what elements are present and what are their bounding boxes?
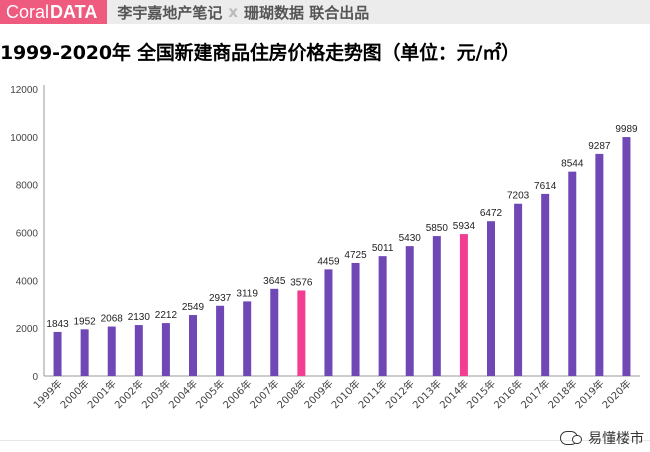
bar [405, 246, 414, 376]
bar [459, 234, 468, 376]
x-tick-label: 2002年 [112, 377, 146, 411]
x-tick-label: 2010年 [328, 377, 362, 411]
bar [297, 290, 306, 376]
bar [134, 325, 143, 376]
bar [270, 288, 279, 376]
y-tick-label: 0 [32, 372, 38, 383]
bar [541, 193, 550, 376]
x-tick-label: 2019年 [572, 377, 606, 411]
bar [161, 323, 170, 376]
x-tick-label: 2017年 [518, 377, 552, 411]
watermark-label: 易懂楼市 [588, 431, 644, 447]
data-label: 7614 [534, 181, 557, 192]
data-label: 3119 [236, 288, 258, 299]
x-tick-label: 2000年 [57, 377, 91, 411]
wechat-icon [560, 431, 582, 445]
x-tick-label: 2018年 [545, 377, 579, 411]
data-label: 4725 [344, 250, 367, 261]
bar [189, 315, 197, 376]
data-label: 5934 [453, 221, 476, 232]
bar [243, 301, 252, 376]
x-tick-label: 2014年 [437, 377, 471, 411]
bar [595, 153, 604, 376]
y-tick-label: 2000 [16, 324, 39, 335]
data-label: 1843 [46, 319, 69, 330]
bar [80, 329, 89, 376]
x-tick-label: 2012年 [383, 377, 417, 411]
brand-prefix: Coral [6, 1, 50, 22]
bar [514, 203, 523, 376]
x-tick-label: 2003年 [139, 377, 173, 411]
bar [53, 331, 62, 376]
credit-separator: x [228, 3, 239, 21]
bar [351, 262, 360, 376]
x-tick-label: 2013年 [410, 377, 444, 411]
data-label: 5430 [399, 233, 422, 244]
bar [622, 137, 631, 376]
brand-suffix: DATA [50, 1, 98, 22]
data-label: 3645 [263, 276, 286, 287]
x-tick-label: 2008年 [274, 377, 308, 411]
x-tick-label: 2004年 [166, 377, 200, 411]
chart-title: 1999-2020年 全国新建商品住房价格走势图（单位：元/㎡） [0, 42, 520, 64]
credit-left: 李宇嘉地产笔记 [117, 3, 223, 22]
x-tick-label: 2001年 [85, 377, 119, 411]
watermark: 易懂楼市 [560, 428, 644, 448]
y-tick-label: 6000 [16, 229, 39, 240]
data-label: 5850 [426, 223, 449, 234]
x-tick-label: 2005年 [193, 377, 227, 411]
data-label: 2212 [155, 310, 178, 321]
y-tick-label: 12000 [10, 85, 38, 96]
x-tick-label: 2007年 [247, 377, 281, 411]
bar [107, 326, 116, 376]
data-label: 9989 [615, 124, 638, 135]
data-label: 6472 [480, 208, 503, 219]
data-label: 2937 [209, 293, 232, 304]
credit-line: 李宇嘉地产笔记 x 珊瑚数据 联合出品 [117, 2, 369, 23]
data-label: 2068 [101, 314, 124, 325]
data-label: 3576 [290, 277, 313, 288]
x-tick-label: 2009年 [301, 377, 335, 411]
x-tick-label: 2011年 [355, 377, 389, 411]
footer-divider [0, 440, 650, 441]
data-label: 1952 [74, 316, 97, 327]
y-tick-label: 10000 [10, 133, 38, 144]
data-label: 7203 [507, 191, 530, 202]
header-bar: Coral DATA 李宇嘉地产笔记 x 珊瑚数据 联合出品 [0, 0, 650, 24]
coraldata-logo: Coral DATA [0, 0, 108, 24]
data-label: 4459 [317, 256, 340, 267]
data-label: 8544 [561, 159, 584, 170]
data-label: 5011 [372, 243, 394, 254]
x-tick-label: 2006年 [220, 377, 254, 411]
bar [432, 236, 441, 376]
y-tick-label: 8000 [16, 181, 39, 192]
credit-right: 珊瑚数据 联合出品 [244, 3, 370, 22]
x-tick-label: 2015年 [464, 377, 498, 411]
bar [378, 256, 387, 376]
bar [568, 171, 577, 376]
bar [216, 305, 225, 376]
x-tick-label: 2020年 [599, 377, 633, 411]
data-label: 2549 [182, 302, 205, 313]
bar [487, 221, 495, 376]
data-label: 9287 [588, 141, 611, 152]
y-tick-label: 4000 [16, 276, 39, 287]
x-tick-label: 2016年 [491, 377, 525, 411]
bar [324, 269, 333, 376]
data-label: 2130 [128, 312, 151, 323]
